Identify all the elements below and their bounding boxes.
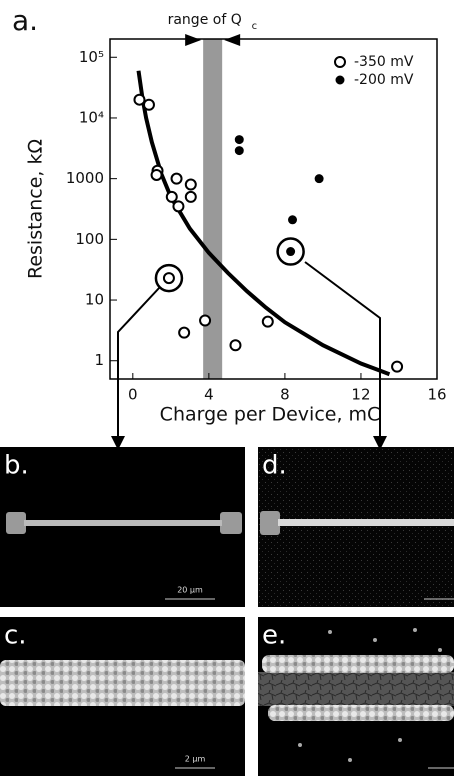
panel-label: a. bbox=[12, 4, 38, 37]
data-point bbox=[150, 168, 163, 181]
data-point bbox=[288, 215, 298, 225]
scale-bar-label: 20 µm bbox=[177, 586, 203, 595]
panel-label: b. bbox=[4, 451, 29, 481]
data-point bbox=[184, 178, 197, 191]
data-point bbox=[261, 315, 274, 328]
data-point bbox=[142, 98, 155, 111]
band-arrow bbox=[224, 34, 241, 46]
data-point bbox=[162, 272, 175, 285]
panel-label: c. bbox=[4, 621, 27, 651]
fit-curve bbox=[136, 70, 391, 377]
x-tick-label: 0 bbox=[128, 386, 138, 404]
y-tick-label: 1000 bbox=[66, 169, 104, 187]
data-point bbox=[178, 326, 191, 339]
data-point bbox=[234, 146, 244, 156]
y-tick-label: 1 bbox=[94, 351, 104, 369]
data-point bbox=[133, 93, 146, 106]
legend-marker bbox=[335, 75, 345, 85]
data-point bbox=[165, 190, 178, 203]
scale-bar-label: 2 µm bbox=[185, 755, 206, 764]
x-tick-label: 8 bbox=[280, 386, 290, 404]
arrowhead bbox=[111, 436, 125, 450]
y-tick-label: 10 bbox=[85, 291, 104, 309]
legend-label: -350 mV bbox=[354, 54, 414, 70]
data-point bbox=[229, 339, 242, 352]
x-tick-label: 4 bbox=[204, 386, 214, 404]
data-point bbox=[234, 135, 244, 145]
x-axis-label: Charge per Device, mC bbox=[160, 404, 381, 426]
x-tick-label: 16 bbox=[427, 386, 446, 404]
connector bbox=[117, 261, 381, 440]
legend-label: -200 mV bbox=[354, 72, 414, 88]
legend-marker bbox=[334, 56, 346, 68]
panel-label: e. bbox=[262, 621, 286, 651]
data-point bbox=[314, 174, 324, 184]
sem-panel-d bbox=[258, 447, 454, 607]
data-point bbox=[170, 172, 183, 185]
sem-panel-b bbox=[0, 447, 245, 607]
band-label-sub: c bbox=[252, 21, 257, 32]
y-axis-label: Resistance, kΩ bbox=[25, 139, 47, 279]
data-point bbox=[286, 247, 296, 257]
sem-panel-c bbox=[0, 617, 245, 776]
sem-panel-e bbox=[258, 617, 454, 776]
data-point bbox=[199, 314, 212, 327]
q-range-band bbox=[203, 39, 223, 379]
y-tick-label: 10⁴ bbox=[79, 108, 104, 126]
data-point bbox=[391, 360, 404, 373]
arrowhead bbox=[373, 436, 387, 450]
panel-label: d. bbox=[262, 451, 287, 481]
y-tick-label: 10⁵ bbox=[79, 48, 104, 66]
y-tick-label: 100 bbox=[75, 230, 104, 248]
plot-frame bbox=[109, 38, 438, 380]
highlight-ring bbox=[154, 263, 184, 293]
data-point bbox=[172, 200, 185, 213]
band-label: range of Q bbox=[168, 12, 242, 28]
data-point bbox=[184, 190, 197, 203]
band-arrow bbox=[185, 34, 202, 46]
highlight-ring bbox=[276, 237, 305, 266]
x-tick-label: 12 bbox=[351, 386, 370, 404]
